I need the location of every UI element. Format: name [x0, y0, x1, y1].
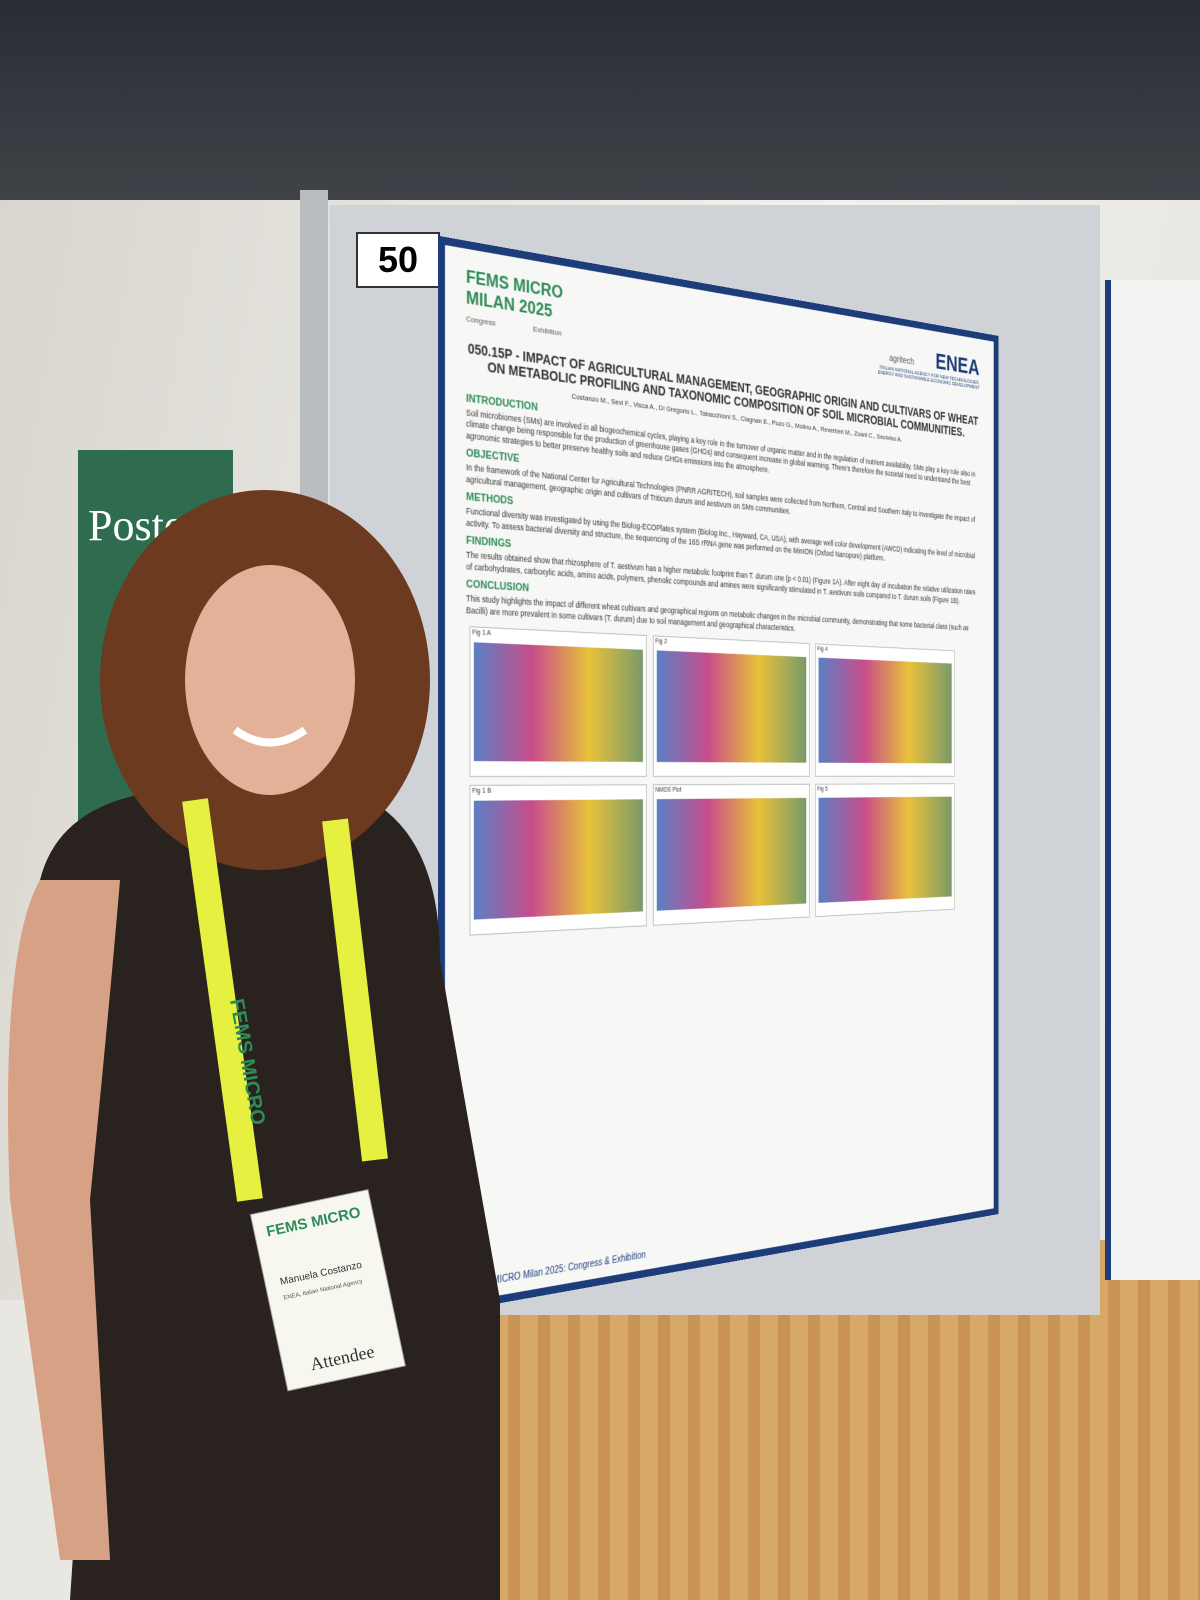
arm — [8, 880, 120, 1560]
lanyard-left — [182, 798, 263, 1202]
side-poster — [1105, 280, 1200, 1280]
face — [185, 565, 355, 795]
board-pole — [300, 190, 328, 520]
smile — [232, 726, 308, 747]
lanyard-right — [322, 818, 388, 1162]
board-number: 50 — [356, 232, 440, 288]
badge-card — [249, 1189, 406, 1392]
dress — [28, 790, 500, 1600]
badge: FEMS MICRO Manuela Costanzo ENEA, Italia… — [249, 1189, 406, 1392]
